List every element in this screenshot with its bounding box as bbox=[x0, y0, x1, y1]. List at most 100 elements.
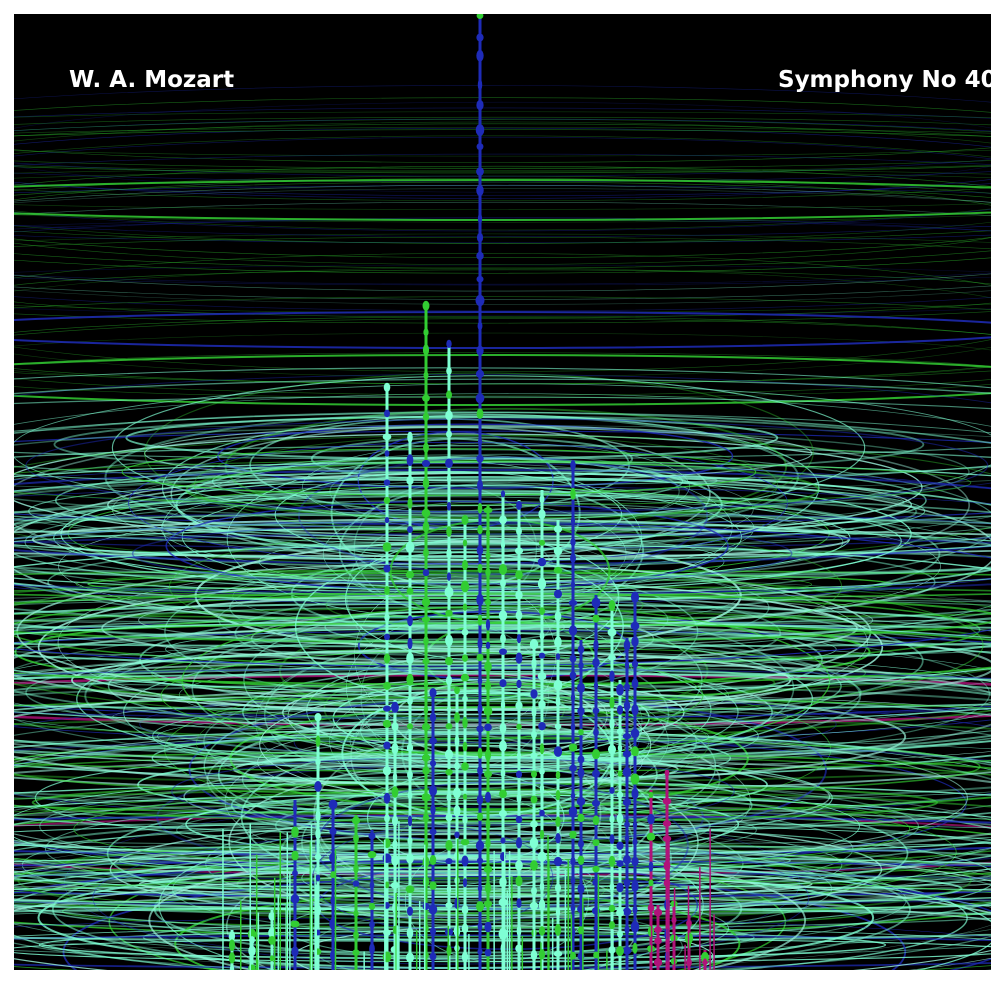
note-bead bbox=[570, 460, 576, 471]
note-bead bbox=[630, 773, 640, 785]
faint-ring bbox=[14, 178, 991, 265]
note-bead bbox=[553, 566, 563, 574]
note-bead bbox=[516, 500, 522, 511]
note-bead bbox=[462, 815, 468, 825]
note-bead bbox=[577, 755, 585, 764]
note-bead bbox=[429, 828, 437, 836]
note-bead bbox=[483, 900, 493, 908]
note-ring bbox=[14, 511, 991, 583]
note-bead bbox=[539, 809, 545, 817]
note-bead bbox=[617, 744, 623, 752]
note-bead bbox=[592, 748, 600, 760]
note-bead bbox=[422, 394, 430, 402]
note-ring bbox=[14, 471, 991, 604]
note-bead bbox=[268, 936, 276, 945]
note-ring bbox=[14, 520, 991, 667]
note-ring bbox=[14, 426, 970, 518]
note-bead bbox=[406, 723, 414, 730]
note-bead bbox=[555, 653, 561, 660]
note-bead bbox=[630, 920, 640, 933]
note-bead bbox=[422, 856, 430, 868]
note-bead bbox=[515, 570, 523, 580]
note-bead bbox=[314, 853, 322, 861]
note-bead bbox=[477, 766, 483, 776]
note-bead bbox=[500, 700, 506, 710]
note-ring bbox=[338, 483, 645, 618]
note-bead bbox=[477, 524, 483, 535]
note-bead bbox=[454, 762, 460, 770]
note-bead bbox=[531, 886, 537, 896]
note-bead bbox=[499, 877, 507, 888]
note-bead bbox=[422, 477, 430, 489]
note-bead bbox=[421, 722, 431, 731]
note-bead bbox=[248, 945, 256, 957]
note-bead bbox=[500, 768, 506, 778]
note-bead bbox=[632, 942, 638, 954]
note-bead bbox=[292, 869, 298, 877]
faint-ring bbox=[14, 135, 991, 244]
note-bead bbox=[476, 345, 484, 356]
note-bead bbox=[430, 927, 436, 936]
note-ring bbox=[14, 527, 991, 593]
note-bead bbox=[430, 804, 436, 816]
note-bead bbox=[515, 652, 523, 664]
note-bead bbox=[662, 797, 672, 805]
note-bead bbox=[352, 880, 360, 887]
note-ring bbox=[178, 662, 729, 728]
note-bead bbox=[607, 628, 617, 637]
note-bead bbox=[423, 813, 429, 823]
note-bead bbox=[429, 881, 437, 890]
note-bead bbox=[429, 737, 437, 745]
note-bead bbox=[453, 851, 461, 861]
note-bead bbox=[445, 410, 453, 421]
faint-ring bbox=[14, 116, 991, 169]
note-bead bbox=[485, 568, 491, 577]
note-bead bbox=[608, 855, 616, 867]
note-bead bbox=[477, 703, 483, 715]
note-bead bbox=[616, 908, 624, 917]
note-bead bbox=[384, 409, 390, 418]
note-bead bbox=[554, 723, 562, 730]
note-bead bbox=[353, 834, 359, 843]
note-bead bbox=[569, 764, 577, 772]
note-bead bbox=[539, 495, 545, 504]
note-bead bbox=[429, 952, 437, 961]
note-bead bbox=[578, 728, 584, 736]
note-bead bbox=[498, 564, 508, 575]
note-bead bbox=[568, 625, 578, 636]
note-bead bbox=[631, 880, 639, 892]
note-bead bbox=[406, 475, 414, 485]
note-bead bbox=[421, 616, 431, 623]
note-ring bbox=[14, 393, 991, 550]
note-bead bbox=[592, 614, 600, 623]
note-bead bbox=[290, 894, 300, 904]
note-bead bbox=[407, 526, 413, 534]
note-bead bbox=[554, 636, 562, 648]
note-bead bbox=[622, 907, 632, 916]
note-bead bbox=[485, 819, 491, 831]
note-bead bbox=[570, 487, 576, 500]
note-ring bbox=[360, 689, 643, 771]
note-bead bbox=[515, 815, 523, 824]
note-bead bbox=[383, 705, 391, 712]
note-bead bbox=[609, 834, 615, 845]
note-bead bbox=[617, 930, 623, 938]
note-bead bbox=[314, 713, 322, 722]
note-bead bbox=[476, 49, 484, 62]
note-bead bbox=[476, 593, 484, 606]
note-bead bbox=[648, 861, 654, 872]
note-bead bbox=[664, 769, 670, 776]
note-bead bbox=[446, 706, 452, 713]
note-bead bbox=[446, 473, 452, 484]
note-bead bbox=[475, 840, 485, 851]
note-ring bbox=[14, 463, 991, 605]
note-bead bbox=[624, 661, 630, 670]
note-bead bbox=[476, 99, 484, 111]
note-bead bbox=[515, 875, 523, 887]
note-bead bbox=[422, 902, 430, 910]
note-bead bbox=[624, 834, 630, 842]
note-bead bbox=[623, 683, 631, 692]
note-bead bbox=[538, 926, 546, 936]
note-bead bbox=[383, 681, 391, 690]
note-bead bbox=[631, 856, 639, 867]
